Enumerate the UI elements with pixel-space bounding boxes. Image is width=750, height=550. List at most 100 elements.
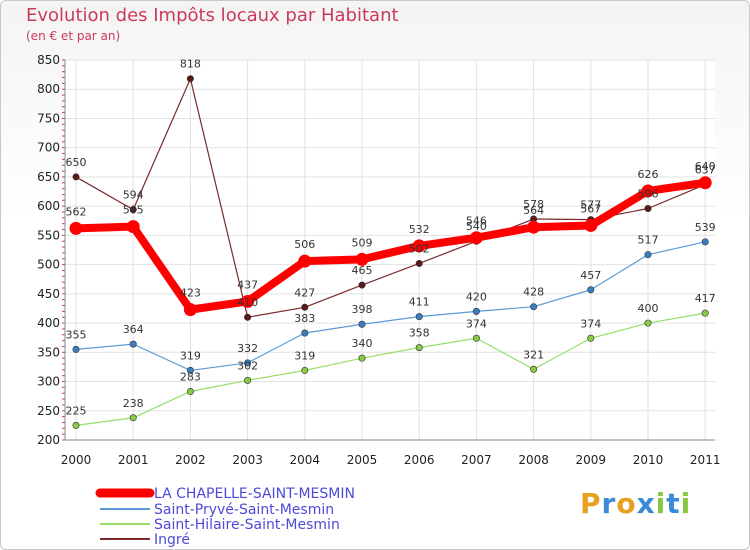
data-label: 332 xyxy=(237,342,258,355)
data-label: 562 xyxy=(66,205,87,218)
y-tick-label: 350 xyxy=(37,345,60,359)
y-tick-label: 600 xyxy=(37,199,60,213)
data-label: 637 xyxy=(695,164,716,177)
data-label: 423 xyxy=(180,287,201,300)
data-point xyxy=(355,252,369,266)
data-point xyxy=(701,309,709,317)
data-label: 564 xyxy=(523,204,544,217)
data-point xyxy=(301,366,309,374)
data-label: 596 xyxy=(638,187,659,200)
data-label: 225 xyxy=(66,404,87,417)
y-tick-label: 850 xyxy=(37,53,60,67)
data-point xyxy=(415,259,423,267)
data-point xyxy=(129,340,137,348)
data-point xyxy=(186,387,194,395)
x-tick-label: 2005 xyxy=(347,453,378,467)
data-label: 640 xyxy=(695,160,716,173)
data-label: 283 xyxy=(180,370,201,383)
logo-letter: t xyxy=(666,487,681,520)
data-label: 502 xyxy=(409,242,430,255)
data-point xyxy=(701,238,709,246)
data-point xyxy=(358,320,366,328)
data-label: 427 xyxy=(294,286,315,299)
data-label: 319 xyxy=(294,349,315,362)
data-point xyxy=(472,307,480,315)
data-point xyxy=(72,345,80,353)
data-label: 506 xyxy=(294,238,315,251)
data-point xyxy=(301,303,309,311)
logo-letter: i xyxy=(655,487,667,520)
data-point xyxy=(412,239,426,253)
data-label: 340 xyxy=(352,337,373,350)
legend-label: Saint-Hilaire-Saint-Mesmin xyxy=(154,517,340,533)
data-label: 358 xyxy=(409,327,430,340)
logo-letter: i xyxy=(680,487,692,520)
logo-letter: P xyxy=(580,487,602,520)
data-point xyxy=(72,173,80,181)
data-point xyxy=(183,303,197,317)
data-label: 400 xyxy=(638,302,659,315)
x-tick-label: 2007 xyxy=(461,453,492,467)
logo-letter: x xyxy=(636,487,656,520)
data-point xyxy=(415,344,423,352)
data-point xyxy=(472,334,480,342)
data-point xyxy=(69,221,83,235)
series-0 xyxy=(69,176,712,317)
data-label: 411 xyxy=(409,296,430,309)
data-label: 626 xyxy=(638,168,659,181)
data-point xyxy=(641,184,655,198)
series-line xyxy=(75,178,706,314)
logo-letter: r xyxy=(601,487,617,520)
data-label: 532 xyxy=(409,223,430,236)
data-point xyxy=(587,334,595,342)
data-point xyxy=(530,365,538,373)
y-tick-label: 800 xyxy=(37,82,60,96)
y-tick-label: 200 xyxy=(37,433,60,447)
series-line xyxy=(75,241,706,372)
chart-title: Evolution des Impôts locaux par Habitant xyxy=(26,5,399,26)
data-label: 398 xyxy=(352,303,373,316)
y-tick-label: 550 xyxy=(37,228,60,242)
data-point xyxy=(644,251,652,259)
data-label: 577 xyxy=(580,199,601,212)
data-point xyxy=(698,176,712,190)
x-tick-label: 2009 xyxy=(576,453,607,467)
x-tick-label: 2011 xyxy=(690,453,721,467)
y-tick-label: 450 xyxy=(37,287,60,301)
data-point xyxy=(301,329,309,337)
data-point xyxy=(644,319,652,327)
proxiti-logo: Proxiti xyxy=(580,487,691,520)
data-label: 238 xyxy=(123,397,144,410)
y-tick-label: 650 xyxy=(37,170,60,184)
data-point xyxy=(415,313,423,321)
data-label: 818 xyxy=(180,58,201,71)
data-label: 594 xyxy=(123,189,144,202)
x-tick-label: 2003 xyxy=(232,453,263,467)
data-point xyxy=(298,254,312,268)
y-tick-label: 250 xyxy=(37,404,60,418)
data-label: 417 xyxy=(695,292,716,305)
x-tick-label: 2008 xyxy=(518,453,549,467)
data-label: 650 xyxy=(66,156,87,169)
data-label: 565 xyxy=(123,204,144,217)
data-label: 374 xyxy=(466,317,487,330)
data-label: 428 xyxy=(523,286,544,299)
data-label: 319 xyxy=(180,349,201,362)
data-point xyxy=(244,313,252,321)
legend-label: Ingré xyxy=(154,532,190,548)
data-point xyxy=(72,421,80,429)
data-label: 364 xyxy=(123,323,144,336)
x-tick-label: 2004 xyxy=(290,453,321,467)
x-tick-label: 2010 xyxy=(633,453,664,467)
series-line xyxy=(75,312,706,426)
legend-label: LA CHAPELLE-SAINT-MESMIN xyxy=(154,486,355,502)
data-label: 355 xyxy=(66,328,87,341)
x-tick-label: 2000 xyxy=(61,453,92,467)
data-label: 546 xyxy=(466,215,487,228)
data-label: 540 xyxy=(466,220,487,233)
data-point xyxy=(644,204,652,212)
data-label: 567 xyxy=(580,202,601,215)
legend-label: Saint-Pryvé-Saint-Mesmin xyxy=(154,502,334,518)
logo-letter: o xyxy=(616,487,637,520)
data-point xyxy=(358,281,366,289)
